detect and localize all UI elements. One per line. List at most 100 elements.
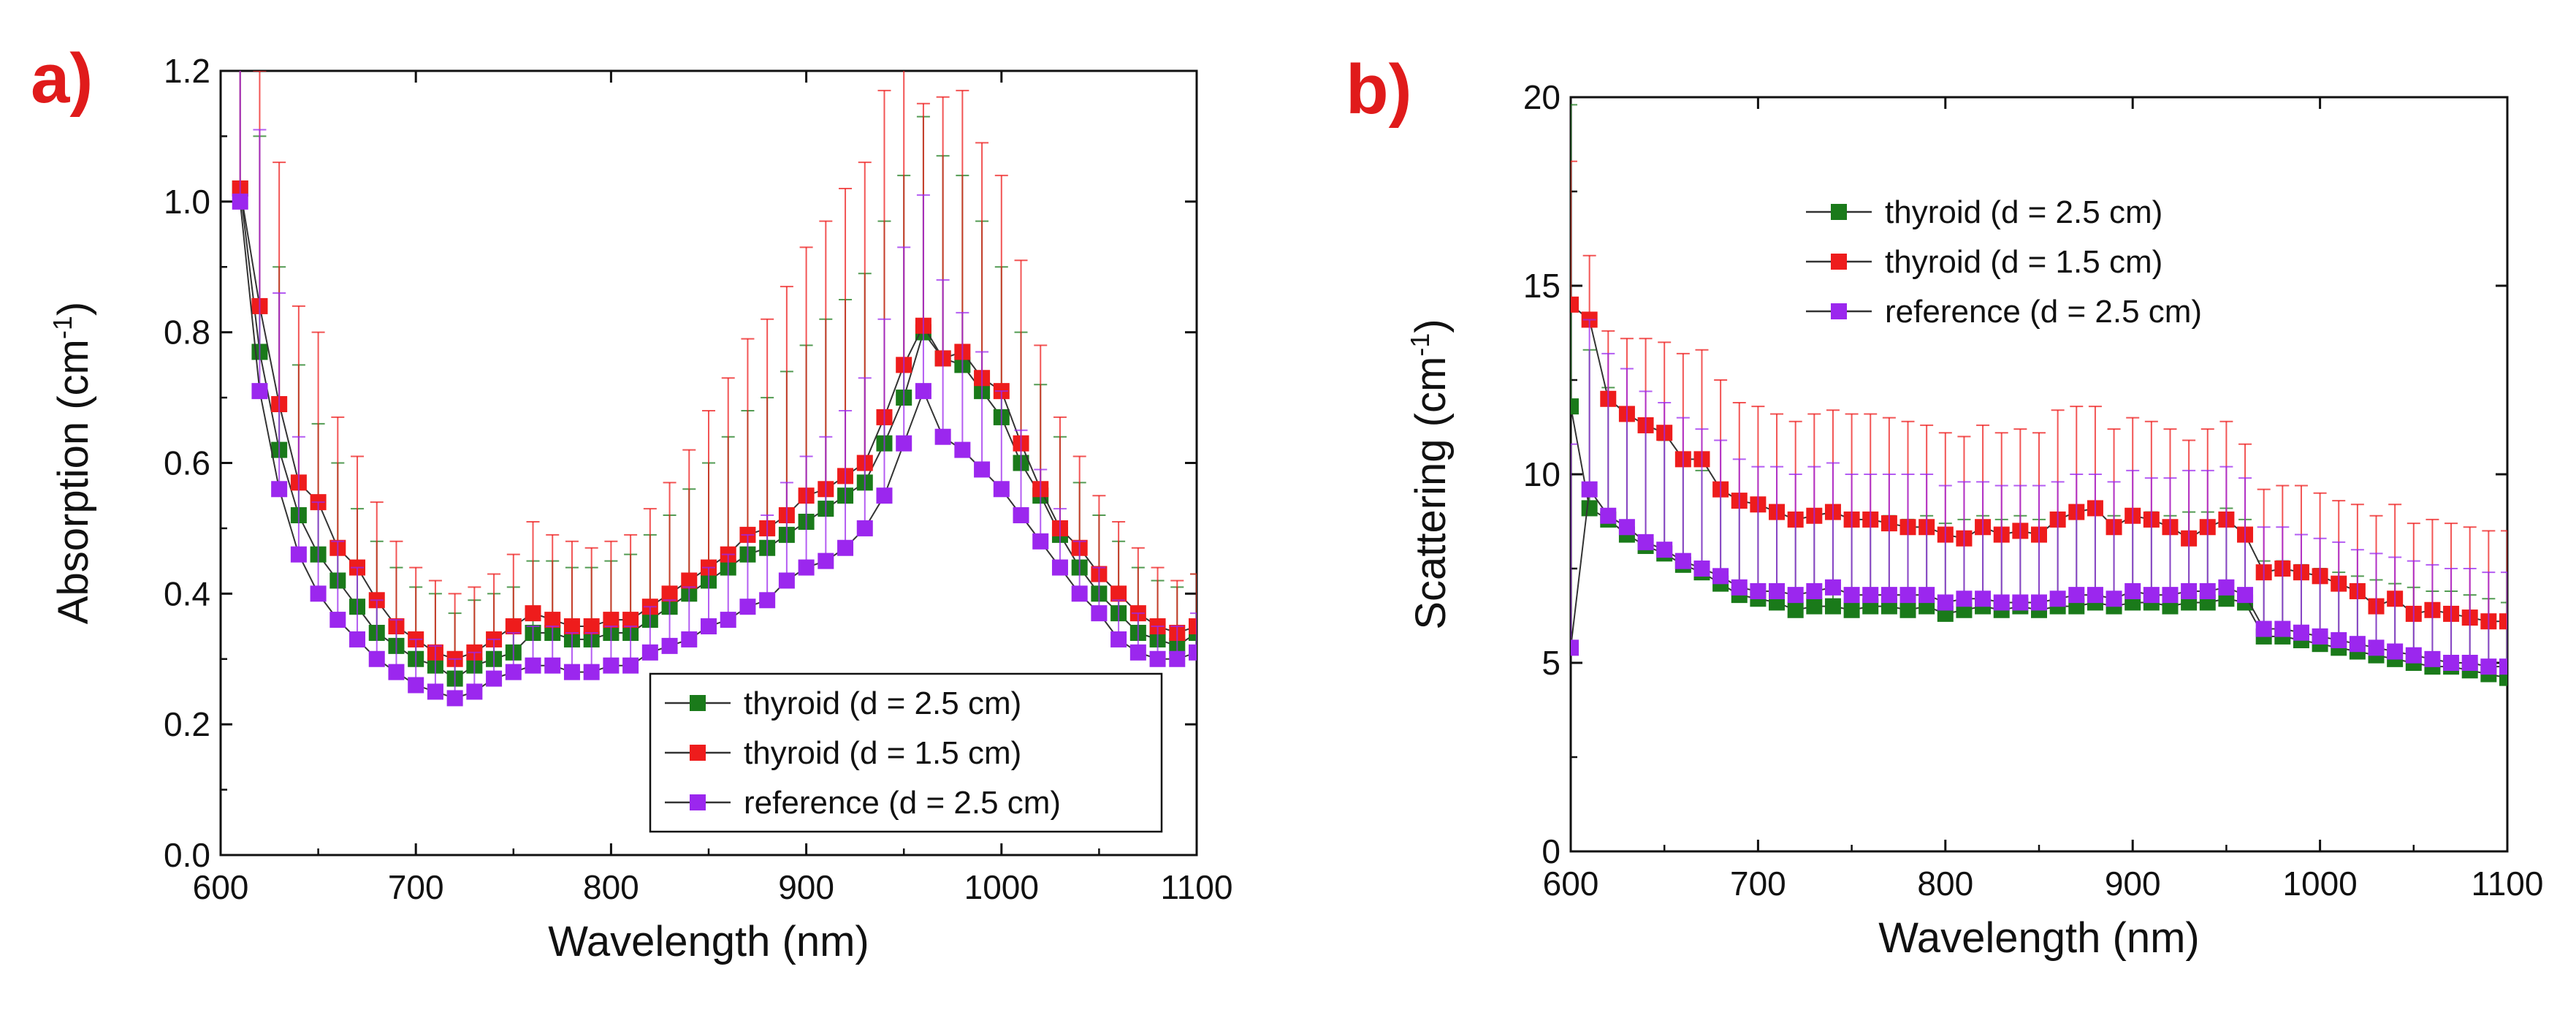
data-point <box>954 441 971 458</box>
data-point <box>2087 587 2103 604</box>
legend-marker <box>1831 303 1847 319</box>
data-point <box>1731 579 1748 596</box>
data-point <box>505 618 522 635</box>
data-point <box>271 481 288 498</box>
x-tick-label: 800 <box>583 868 639 906</box>
data-point <box>876 487 893 504</box>
data-point <box>563 664 580 680</box>
data-point <box>1824 598 1841 615</box>
y-tick-label: 0.6 <box>164 444 210 482</box>
data-point <box>1956 590 1973 607</box>
data-point <box>1975 590 1992 607</box>
data-point <box>641 644 658 661</box>
data-point <box>525 605 541 622</box>
x-tick-label: 900 <box>2105 865 2161 903</box>
data-point <box>544 612 561 628</box>
legend-marker <box>1831 204 1847 220</box>
x-tick-label: 600 <box>1543 865 1599 903</box>
data-point <box>661 637 678 654</box>
data-point <box>1656 542 1673 558</box>
data-point <box>2218 579 2235 596</box>
data-point <box>1051 559 1068 576</box>
data-point <box>1787 601 1804 618</box>
data-point <box>2424 650 2441 667</box>
data-point <box>603 612 620 628</box>
x-axis-title: Wavelength (nm) <box>548 918 869 965</box>
data-point <box>622 612 639 628</box>
x-tick-label: 800 <box>1917 865 1973 903</box>
data-point <box>896 435 912 452</box>
data-point <box>2012 594 2029 611</box>
legend-marker <box>1831 254 1847 270</box>
legend-label: reference (d = 2.5 cm) <box>1885 294 2202 330</box>
x-tick-label: 900 <box>778 868 834 906</box>
data-area <box>1571 104 2507 686</box>
data-point <box>2106 590 2122 607</box>
data-point <box>1571 639 1579 656</box>
data-point <box>251 383 268 400</box>
legend-label: thyroid (d = 2.5 cm) <box>1885 194 2162 230</box>
series-reference-d-2-5-cm- <box>1571 319 2507 675</box>
data-point <box>1712 568 1729 585</box>
data-point <box>2443 655 2460 671</box>
data-point <box>2331 632 2347 649</box>
data-point <box>368 650 385 667</box>
series-line <box>239 201 1197 699</box>
y-tick-label: 5 <box>1542 644 1561 682</box>
data-point <box>2199 582 2216 599</box>
data-point <box>408 677 424 694</box>
data-point <box>1637 533 1654 550</box>
data-point <box>1806 598 1823 615</box>
data-point <box>525 657 541 674</box>
data-point <box>1750 582 1767 599</box>
data-point <box>2461 655 2478 671</box>
x-tick-label: 1000 <box>964 868 1039 906</box>
data-point <box>349 631 366 647</box>
data-point <box>2143 587 2160 604</box>
data-point <box>915 383 931 400</box>
data-point <box>1013 507 1029 524</box>
data-point <box>310 585 327 602</box>
data-point <box>2031 594 2047 611</box>
data-point <box>1571 296 1579 313</box>
legend-marker <box>690 745 706 761</box>
data-point <box>1937 594 1954 611</box>
data-point <box>1189 644 1197 661</box>
data-point <box>1110 585 1127 602</box>
data-point <box>232 193 248 210</box>
data-point <box>1149 650 1166 667</box>
data-point <box>701 618 717 635</box>
x-tick-label: 1100 <box>2472 865 2544 903</box>
y-axis-title: Scattering (cm-1) <box>1405 319 1455 629</box>
x-tick-label: 1100 <box>1161 868 1233 906</box>
data-point <box>2181 582 2198 599</box>
data-point <box>837 539 854 556</box>
data-point <box>2274 620 2291 637</box>
data-area <box>232 71 1197 707</box>
x-tick-label: 600 <box>193 868 249 906</box>
data-point <box>1993 594 2010 611</box>
data-point <box>563 618 580 635</box>
data-point <box>681 631 698 647</box>
legend-label: thyroid (d = 1.5 cm) <box>744 735 1021 771</box>
chart-panel-a: a) 600 700 800 900 1000 1100 0.0 0.2 0.4 0.6 0.8 1.0… <box>31 39 1233 965</box>
legend-marker <box>690 695 706 711</box>
y-tick-label: 10 <box>1523 455 1561 493</box>
data-point <box>1862 587 1879 604</box>
data-point <box>1032 533 1049 550</box>
data-point <box>2499 613 2507 630</box>
data-point <box>1806 582 1823 599</box>
legend-label: thyroid (d = 2.5 cm) <box>744 685 1021 721</box>
data-point <box>2125 582 2141 599</box>
data-point <box>2049 590 2066 607</box>
y-axis-title: Absorption (cm-1) <box>47 302 97 624</box>
data-point <box>1843 587 1860 604</box>
chart-panel-b: b) 600 700 800 900 1000 1100 0 5 10 15 20 Wavelength… <box>1346 50 2543 962</box>
data-point <box>1581 481 1598 498</box>
data-point <box>1918 587 1935 604</box>
data-point <box>1787 587 1804 604</box>
data-point <box>1071 585 1088 602</box>
data-point <box>2293 624 2309 641</box>
data-point <box>798 559 815 576</box>
